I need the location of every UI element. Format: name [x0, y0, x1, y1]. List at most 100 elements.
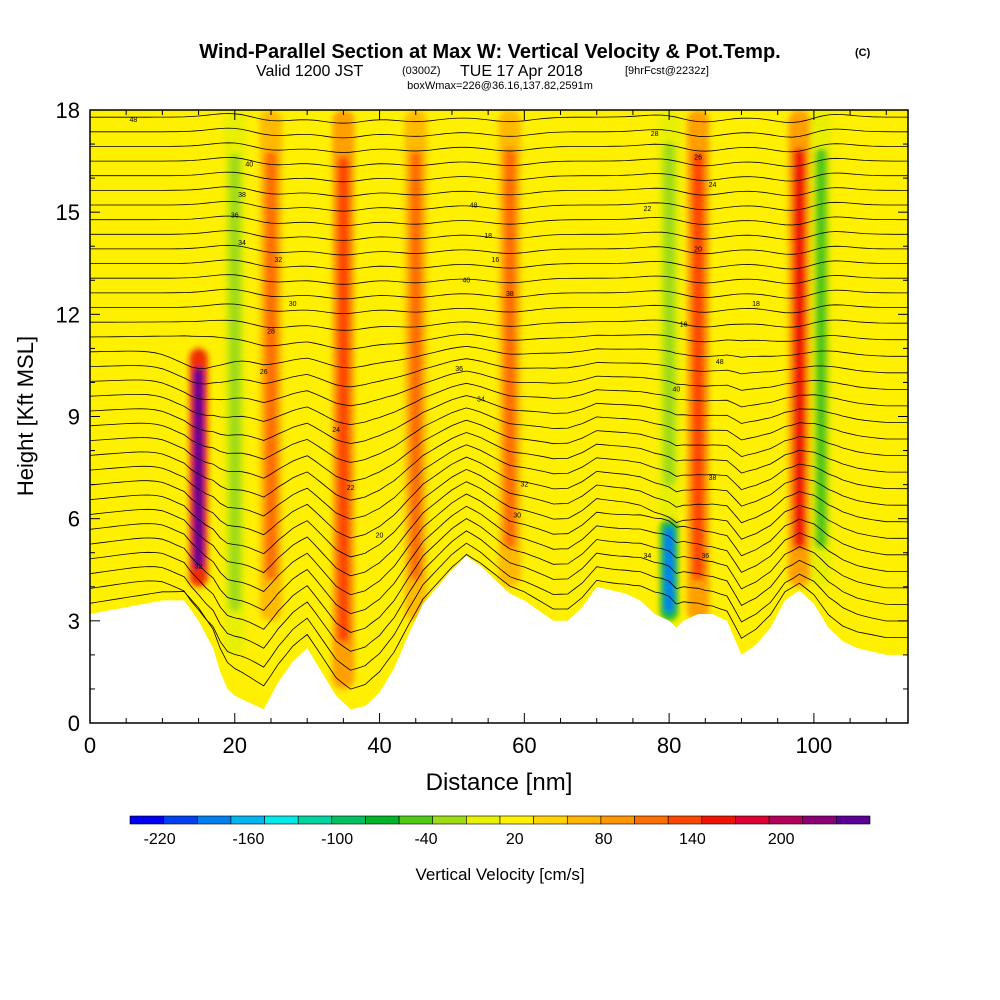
theta-contour-line — [90, 333, 908, 350]
theta-contour-line — [90, 395, 908, 444]
theta-contour-label: 30 — [513, 512, 521, 519]
colorbar-swatch — [533, 815, 568, 825]
theta-contour-label: 18 — [752, 301, 760, 308]
theta-contour-line — [90, 259, 908, 271]
x-tick-label: 40 — [367, 733, 391, 758]
colorbar-swatch — [466, 815, 501, 825]
theta-contour-label: 48 — [716, 359, 724, 366]
theta-contour-line — [90, 456, 908, 539]
colorbar-tick-label: 20 — [506, 831, 524, 848]
plot-area: 48 40 38 36 34 32 30 28 26 24 22 20 18 16 48 40 38 36 34 32… — [56, 98, 909, 758]
colorbar-tick-label: -40 — [414, 831, 437, 848]
theta-contour-line — [90, 468, 908, 558]
theta-contour-label: 32 — [195, 563, 203, 570]
theta-contour-line — [90, 444, 908, 520]
theta-contour-label: 30 — [289, 301, 297, 308]
x-tick-label: 80 — [657, 733, 681, 758]
copyright-mark: (C) — [855, 47, 871, 59]
theta-contour-label: 40 — [463, 277, 471, 284]
theta-contour-label: 16 — [680, 322, 688, 329]
colorbar-swatch — [297, 815, 333, 825]
colorbar-swatch — [398, 815, 434, 825]
theta-contour-label: 20 — [376, 533, 384, 540]
x-tick-label: 0 — [84, 733, 96, 758]
theta-contour-label: 34 — [238, 240, 246, 247]
colorbar-tick-label: -160 — [232, 831, 264, 848]
theta-contour-line — [90, 113, 908, 124]
theta-contour-label: 18 — [484, 233, 492, 240]
x-axis-label: Distance [nm] — [426, 769, 573, 796]
theta-contour-label: 36 — [455, 366, 463, 373]
theta-contour-line — [90, 345, 908, 369]
theta-contour-label: 38 — [506, 291, 514, 298]
theta-contour-label: 34 — [643, 553, 651, 560]
theta-contour-line — [90, 432, 908, 501]
colorbar-swatch — [634, 815, 669, 825]
theta-contour-line — [90, 370, 908, 407]
theta-contour-label: 22 — [347, 485, 355, 492]
theta-contour-line — [90, 215, 908, 227]
theta-contour-label: 24 — [709, 182, 717, 189]
colorbar-swatch — [768, 815, 804, 825]
theta-contour-label: 38 — [238, 192, 246, 199]
colorbar-swatch — [499, 815, 534, 825]
theta-contour-label: 40 — [672, 386, 680, 393]
colorbar-tick-label: -100 — [321, 831, 353, 848]
chart-title: Wind-Parallel Section at Max W: Vertical… — [199, 41, 780, 63]
colorbar-tick-labels: -220 -160 -100 -40 20 80 140 200 — [144, 831, 795, 848]
theta-contour-line — [90, 156, 908, 168]
theta-contour-label: 40 — [245, 161, 253, 168]
theta-contour-label: 24 — [332, 427, 340, 434]
colorbar-swatch — [836, 815, 871, 825]
colorbar-swatch — [163, 815, 198, 825]
w-plume-core — [664, 526, 675, 613]
y-tick-label: 12 — [56, 302, 80, 327]
theta-contour-label: 48 — [470, 202, 478, 209]
theta-contour-label: 28 — [651, 131, 659, 138]
theta-contour-line — [90, 319, 908, 331]
theta-contour-label: 36 — [231, 213, 239, 220]
theta-contour-label: 34 — [477, 396, 485, 403]
theta-contour-line — [90, 542, 908, 671]
colorbar-swatch — [735, 815, 770, 825]
theta-contour-line — [90, 419, 908, 482]
w-plume-core — [503, 148, 516, 549]
valid-prefix: Valid 1200 JST — [256, 63, 364, 80]
colorbar-swatch — [802, 815, 837, 825]
w-plume-core — [663, 142, 676, 486]
y-tick-label: 15 — [56, 200, 80, 225]
forecast-info: [9hrFcst@2232z] — [625, 65, 709, 77]
y-tick-label: 9 — [68, 405, 80, 430]
theta-contour-label: 16 — [491, 257, 499, 264]
valid-utc: (0300Z) — [402, 65, 441, 77]
theta-contour-line — [90, 493, 908, 596]
theta-contour-line — [90, 481, 908, 577]
theta-contour-label: 20 — [694, 247, 702, 254]
colorbar-swatch — [600, 815, 635, 825]
colorbar — [129, 815, 871, 825]
colorbar-tick-label: 80 — [595, 831, 613, 848]
theta-contour-line — [90, 553, 908, 690]
theta-contour-label: 28 — [267, 328, 275, 335]
y-tick-label: 6 — [68, 507, 80, 532]
x-tick-label: 20 — [223, 733, 247, 758]
theta-contour-label: 26 — [694, 155, 702, 162]
x-axis: 0 20 40 60 80 100 — [84, 110, 887, 758]
theta-contour-label: 26 — [260, 369, 268, 376]
w-plume-core — [692, 150, 705, 580]
theta-contour-line — [90, 518, 908, 633]
colorbar-swatch — [331, 815, 366, 825]
y-axis-label: Height [Kft MSL] — [13, 336, 38, 496]
theta-contour-label: 32 — [520, 482, 528, 489]
colorbar-label: Vertical Velocity [cm/s] — [415, 865, 584, 884]
potential-temperature-contours — [90, 113, 908, 690]
theta-contour-label: 48 — [130, 117, 138, 124]
theta-contour-line — [90, 530, 908, 652]
colorbar-tick-label: 200 — [768, 831, 795, 848]
x-tick-label: 100 — [796, 733, 833, 758]
w-plume-core — [264, 150, 278, 580]
colorbar-swatch — [196, 815, 232, 825]
theta-contour-line — [90, 358, 908, 388]
